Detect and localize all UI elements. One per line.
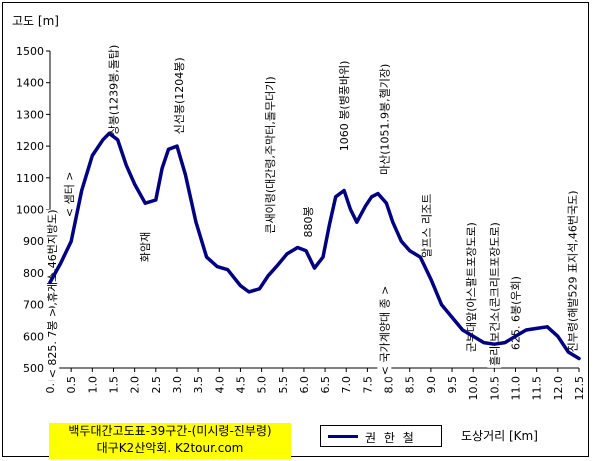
x-tick-label: 4.0 [213, 376, 226, 394]
y-tick-label: 1100 [16, 172, 44, 185]
annotation-background [138, 231, 153, 265]
annotation-background [45, 307, 60, 381]
y-tick-label: 700 [23, 299, 44, 312]
x-tick-label: 3.0 [171, 376, 184, 394]
annotation-label: < 825. 7봉 > [46, 308, 59, 379]
x-tick-label: 1.5 [107, 376, 120, 394]
annotation-label: 마산(1051.9봉,헬기장) [378, 64, 391, 175]
annotation-label: 625. 6봉(우회) [510, 276, 523, 350]
annotation-label: < 국가계양대 종 > [378, 286, 391, 376]
peak-annotations: 미시령(해발780,휴게소,46번지방도)< 825. 7봉 >< 샘터 >상봉… [45, 44, 580, 384]
x-tick-label: 9.0 [425, 376, 438, 394]
x-tick-label: 7.5 [361, 376, 374, 394]
annotation-background [337, 60, 352, 154]
annotation-background [263, 76, 278, 236]
x-tick-label: 12.0 [552, 376, 565, 401]
x-tick-label: 7.0 [340, 376, 353, 394]
annotation-label: < 샘터 > [63, 171, 76, 217]
x-tick-label: 3.5 [192, 376, 205, 394]
annotation-label: 큰새이령(대간령,주막터,돌무더기) [264, 76, 277, 233]
annotation-label: 군부대앞(아스팔트포장도로) [465, 222, 478, 352]
annotation-background [565, 190, 580, 355]
y-tick-label: 600 [23, 330, 44, 343]
annotation-label: 신선봉(1204봉) [173, 57, 186, 134]
annotation-label: 880봉 [302, 206, 315, 237]
chart-title: 백두대간고도표-39구간-(미시령-진부령) [68, 424, 272, 438]
y-tick-label: 1400 [16, 77, 44, 90]
y-tick-label: 500 [23, 362, 44, 375]
annotation-label: 상봉(1239봉,돌탑) [107, 45, 120, 136]
annotation-label: 1060 봉(병풍바위) [338, 61, 351, 152]
annotation-background [419, 193, 434, 260]
x-tick-label: 6.0 [298, 376, 311, 394]
series-lines [48, 131, 581, 361]
legend: 권 한 철 [320, 425, 442, 447]
annotation-background [377, 285, 392, 378]
x-tick-label: 8.5 [404, 376, 417, 394]
x-axis-label: 도상거리 [Km] [461, 429, 538, 443]
x-tick-label: 12.5 [573, 376, 586, 401]
chart-title-box: 백두대간고도표-39구간-(미시령-진부령) 대구K2산악회. K2tour.c… [49, 423, 291, 459]
legend-label: 권 한 철 [365, 431, 416, 445]
elevation-chart: 500600700800900100011001200130014001500 … [16, 44, 586, 401]
x-tick-label: 11.5 [531, 376, 544, 401]
annotation-background [106, 44, 121, 138]
annotation-background [487, 222, 502, 368]
x-tick-label: 9.5 [446, 376, 459, 394]
chart-subtitle: 대구K2산악회. K2tour.com [96, 441, 244, 455]
y-tick-label: 1000 [16, 204, 44, 217]
y-tick-label: 1300 [16, 108, 44, 121]
series-line [48, 131, 581, 361]
x-tick-label: 2.5 [150, 376, 163, 394]
annotation-background [62, 171, 77, 220]
annotation-label: 알프스 리조트 [420, 194, 434, 258]
x-tick-label: 8.0 [383, 376, 396, 394]
y-tick-labels: 500 600 700 800 900 1000 1100 1200 1300 1400 1500 [16, 45, 50, 375]
annotation-label: 화암재 [139, 232, 152, 262]
legend-swatch [328, 435, 358, 438]
y-tick-label: 900 [23, 235, 44, 248]
x-tick-label: 11.0 [510, 376, 523, 401]
y-tick-label: 1200 [16, 140, 44, 153]
x-tick-label: 4.5 [234, 376, 247, 394]
x-tick-label: 1.0 [86, 376, 99, 394]
x-tick-label: 5.0 [256, 376, 269, 394]
y-tick-label: 800 [23, 267, 44, 280]
annotation-label: 흘리 보건소(콘크리트포장도로) [488, 222, 501, 366]
x-tick-label: 10.0 [467, 376, 480, 401]
annotation-label: 진부령(해발529 표지석,46번국도) [566, 190, 580, 352]
y-axis-label: 고도 [m] [12, 14, 59, 28]
y-tick-label: 1500 [16, 45, 44, 58]
x-tick-label: 2.0 [129, 376, 142, 394]
x-tick-label: 0.5 [65, 376, 78, 394]
x-tick-label: 5.5 [277, 376, 290, 394]
annotation-background [301, 206, 316, 240]
x-tick-labels: 0.0 0.5 1.0 1.5 2.0 2.5 3.0 3.5 4.0 4.5 5.0 5.5 6.0 6… [44, 368, 586, 401]
x-tick-label: 10.5 [488, 376, 501, 401]
annotation-background [377, 63, 392, 177]
annotation-background [172, 57, 187, 137]
annotation-background [464, 222, 479, 355]
x-tick-label: 6.5 [319, 376, 332, 394]
